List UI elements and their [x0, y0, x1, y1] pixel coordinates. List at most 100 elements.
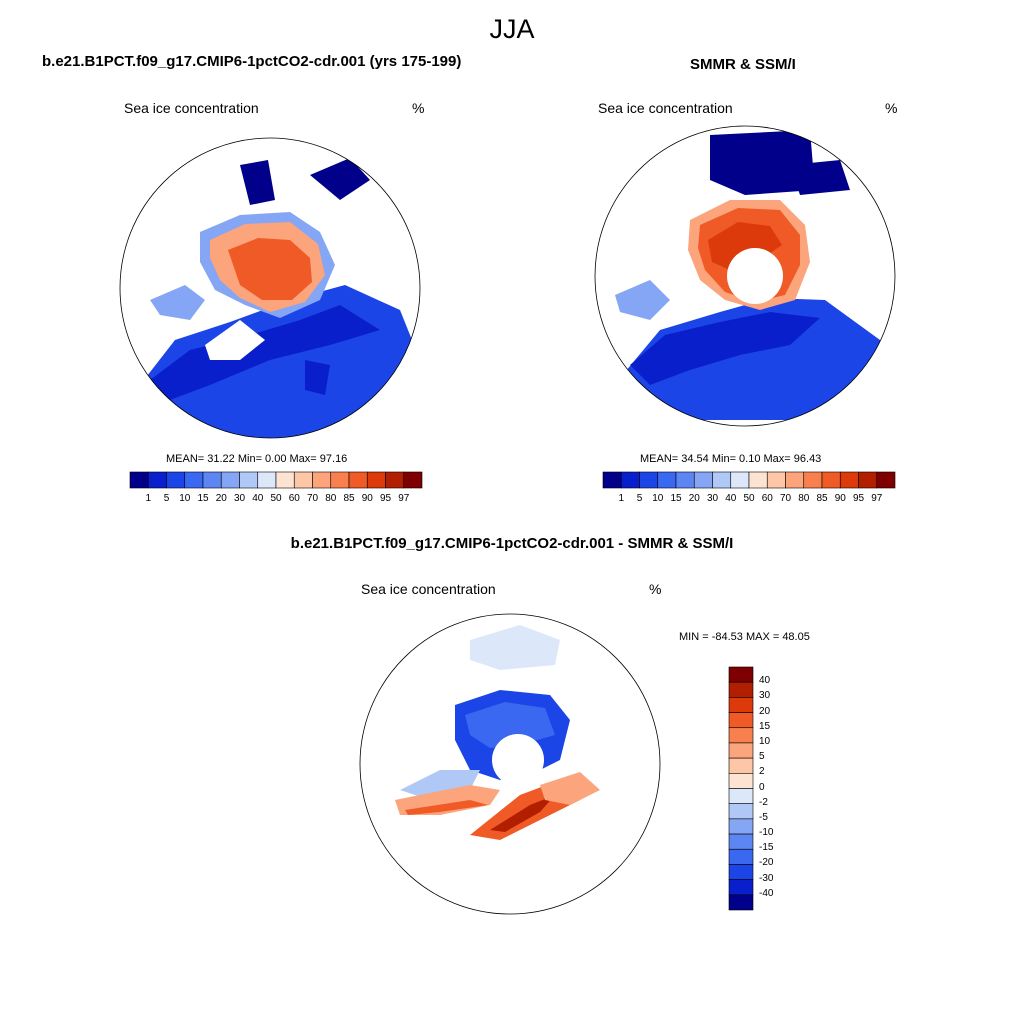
colorbar-3-swatch	[728, 894, 754, 911]
panel-1-stats: MEAN= 31.22 Min= 0.00 Max= 97.16	[166, 453, 348, 465]
colorbar-1-tick-label: 70	[306, 493, 319, 504]
panel-1-variable-label: Sea ice concentration	[124, 100, 259, 116]
colorbar-2-swatch	[675, 471, 695, 489]
colorbar-2-swatch	[876, 471, 896, 489]
panel-2-map	[594, 125, 896, 427]
figure-title: JJA	[489, 14, 535, 44]
colorbar-1-swatch	[257, 471, 277, 489]
colorbar-2-tick-label: 40	[725, 493, 737, 504]
colorbar-1-swatch	[275, 471, 295, 489]
colorbar-3-tick-label: 20	[759, 705, 771, 717]
colorbar-2-swatch	[821, 471, 841, 489]
colorbar-1-tick-label: 85	[343, 493, 355, 504]
panel-3-title: b.e21.B1PCT.f09_g17.CMIP6-1pctCO2-cdr.00…	[290, 535, 734, 552]
colorbar-1-swatch	[202, 471, 222, 489]
colorbar-2-swatch	[602, 471, 622, 489]
panel-1-map	[119, 137, 421, 439]
colorbar-3-tick-label: -30	[759, 872, 774, 884]
colorbar-1-tick-label: 30	[233, 493, 246, 504]
colorbar-2-swatch	[839, 471, 859, 489]
colorbar-3-tick-label: 40	[759, 675, 771, 687]
colorbar-1-swatch	[184, 471, 204, 489]
colorbar-2-tick-label: 20	[688, 493, 700, 504]
colorbar-2-swatch	[785, 471, 805, 489]
colorbar-1-swatch	[348, 471, 368, 489]
panel-3-stats: MIN = -84.53 MAX = 48.05	[679, 631, 810, 643]
colorbar-1-swatch	[385, 471, 405, 489]
colorbar-2-tick-label: 50	[743, 493, 755, 504]
colorbar-3-swatch	[728, 681, 754, 698]
colorbar-2-swatch	[620, 471, 640, 489]
colorbar-3-swatch	[728, 803, 754, 820]
panel-3-map	[359, 613, 661, 915]
colorbar-3-tick-label: 10	[759, 735, 771, 747]
colorbar-2-tick-label: 60	[761, 493, 773, 504]
panel-2-title: SMMR & SSM/I	[690, 56, 796, 73]
colorbar-2-swatch	[639, 471, 659, 489]
colorbar-2-tick-label: 90	[834, 493, 846, 504]
colorbar-1-tick-label: 97	[398, 493, 410, 504]
colorbar-1-swatch	[129, 471, 149, 489]
colorbar-3-swatch	[728, 879, 754, 896]
colorbar-1-swatch	[166, 471, 186, 489]
colorbar-3-swatch	[728, 742, 754, 759]
panel-1-units-label: %	[412, 100, 425, 116]
colorbar-3-swatch	[728, 818, 754, 835]
colorbar-3-tick-label: -10	[759, 827, 774, 839]
colorbar-1-swatch	[330, 471, 350, 489]
colorbar-2-tick-label: 97	[871, 493, 883, 504]
colorbar-2-swatch	[803, 471, 823, 489]
colorbar-3-swatch	[728, 697, 754, 713]
colorbar-1-swatch	[147, 471, 167, 489]
colorbar-1-swatch	[239, 471, 259, 489]
colorbar-2-tick-label: 95	[852, 493, 865, 504]
colorbar-2-swatch	[712, 471, 732, 489]
colorbar-3-swatch	[728, 788, 754, 804]
colorbar-1-swatch	[366, 471, 386, 489]
colorbar-1-tick-label: 50	[270, 493, 282, 504]
colorbar-2-tick-label: 10	[652, 493, 664, 504]
panel-3-units-label: %	[649, 581, 662, 597]
colorbar-3-tick-label: -5	[759, 811, 768, 823]
colorbar-3-tick-label: -2	[759, 796, 768, 808]
colorbar-1-tick-label: 1	[145, 493, 152, 504]
colorbar-2-tick-label: 15	[670, 493, 682, 504]
colorbar-2-swatch	[730, 471, 750, 489]
colorbar-3-tick-label: 30	[759, 690, 771, 702]
colorbar-3-swatch	[728, 712, 754, 729]
panel-2-units-label: %	[885, 100, 898, 116]
colorbar-1-tick-label: 90	[361, 493, 373, 504]
colorbar-1-swatch	[403, 471, 423, 489]
panel-1-title: b.e21.B1PCT.f09_g17.CMIP6-1pctCO2-cdr.00…	[42, 53, 462, 70]
colorbar-3-tick-label: 15	[759, 720, 771, 732]
colorbar-3-swatch	[728, 757, 754, 774]
colorbar-1-tick-label: 10	[179, 493, 191, 504]
colorbar-2-tick-label: 85	[816, 493, 828, 504]
colorbar-3-tick-label: -15	[759, 842, 774, 854]
colorbar-panel-1	[129, 471, 423, 489]
colorbar-1-tick-label: 40	[252, 493, 264, 504]
colorbar-1-tick-label: 80	[325, 493, 337, 504]
colorbar-1-swatch	[293, 471, 313, 489]
colorbar-1-tick-label: 60	[288, 493, 300, 504]
colorbar-3-tick-label: 2	[759, 766, 765, 778]
colorbar-3-swatch	[728, 848, 754, 865]
colorbar-2-tick-label: 70	[779, 493, 792, 504]
colorbar-2-swatch	[858, 471, 878, 489]
colorbar-panel-2	[602, 471, 896, 489]
colorbar-3-tick-label: 0	[759, 781, 765, 793]
colorbar-1-swatch	[220, 471, 240, 489]
colorbar-1-tick-label: 15	[197, 493, 209, 504]
colorbar-2-tick-label: 1	[618, 493, 625, 504]
panel-3-variable-label: Sea ice concentration	[361, 581, 496, 597]
colorbar-2-swatch	[657, 471, 677, 489]
colorbar-2-tick-label: 80	[798, 493, 810, 504]
colorbar-3-swatch	[728, 666, 754, 683]
colorbar-2-tick-label: 5	[636, 493, 643, 504]
panel-2-stats: MEAN= 34.54 Min= 0.10 Max= 96.43	[640, 453, 822, 465]
colorbar-1-tick-label: 5	[163, 493, 170, 504]
colorbar-3-swatch	[728, 833, 754, 850]
colorbar-3-tick-label: -20	[759, 857, 774, 869]
colorbar-2-swatch	[748, 471, 768, 489]
colorbar-2-tick-label: 30	[706, 493, 719, 504]
